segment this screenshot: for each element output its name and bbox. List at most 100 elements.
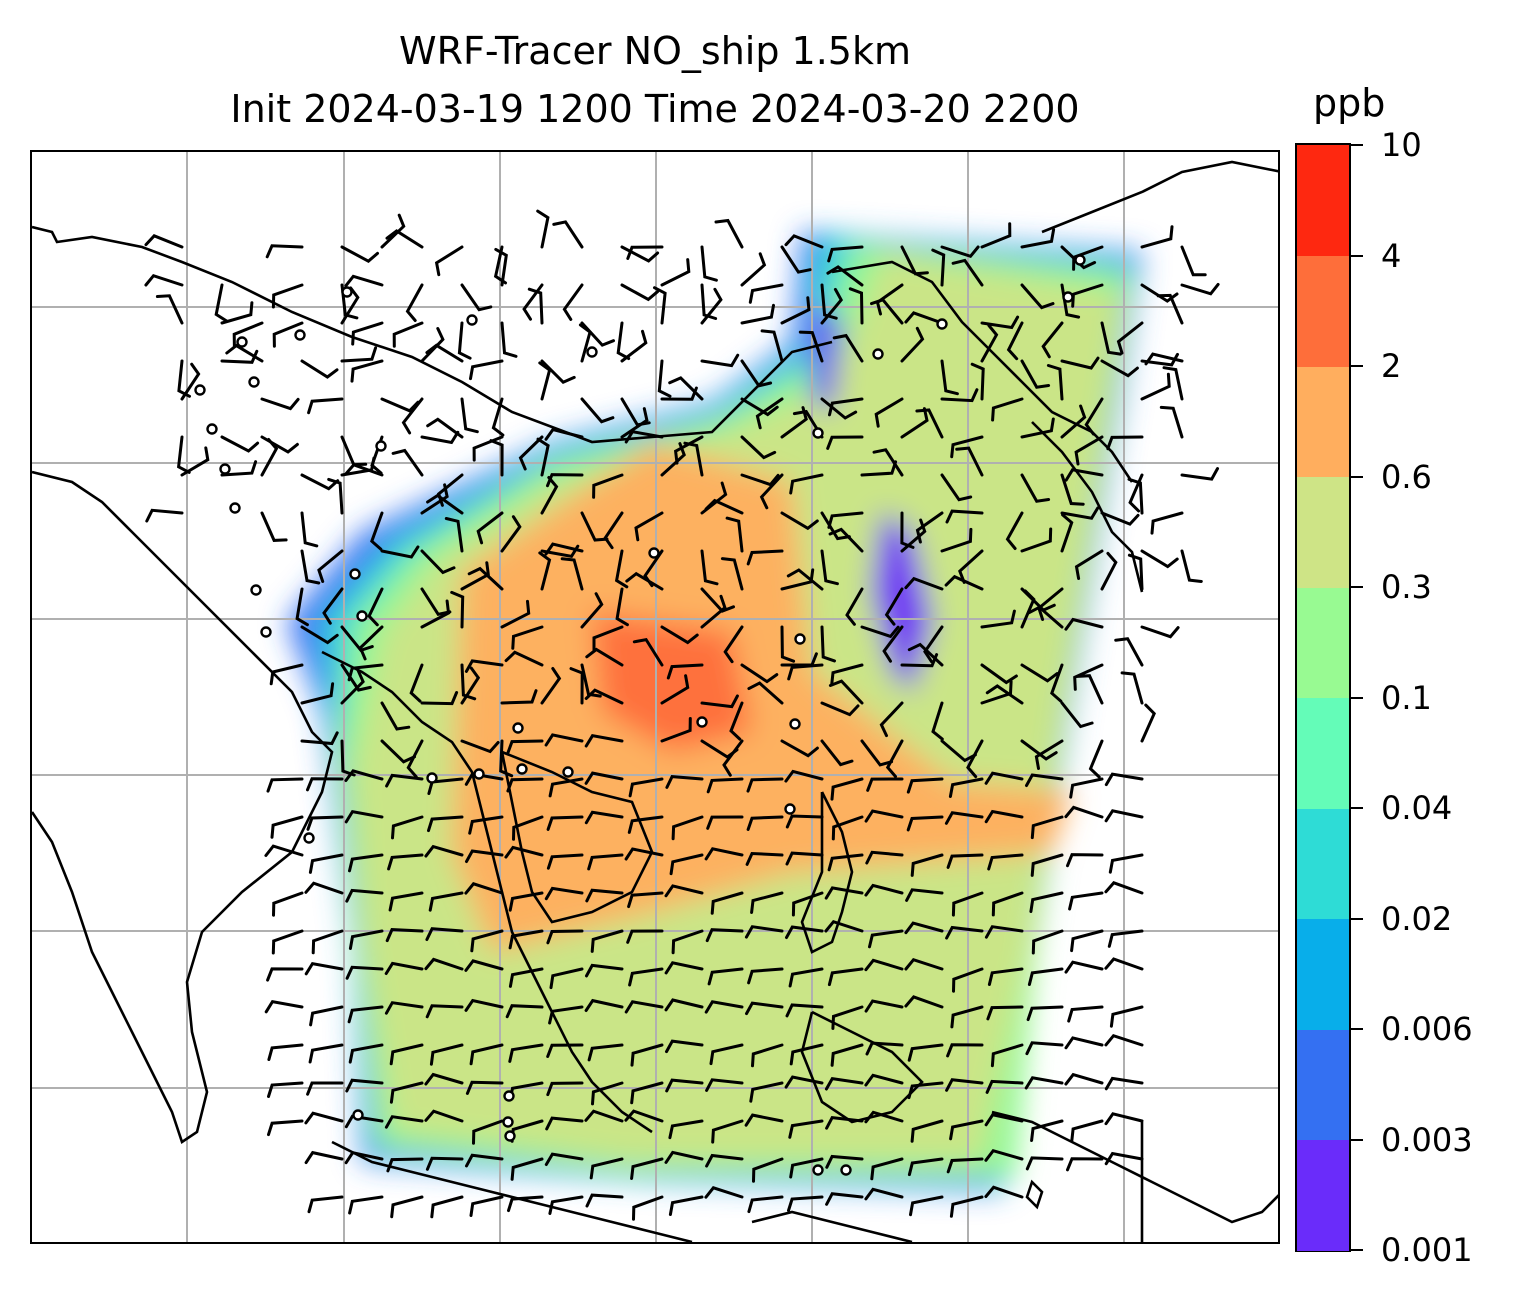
wind-barb — [787, 1195, 824, 1212]
wind-barb — [272, 321, 304, 348]
wind-barb — [345, 888, 384, 903]
wind-barb — [1140, 372, 1171, 401]
wind-barb — [144, 273, 184, 287]
wind-barb — [945, 925, 984, 940]
wind-barb — [906, 777, 944, 794]
wind-barb — [1020, 739, 1058, 761]
wind-barb — [469, 1043, 504, 1066]
wind-barb — [548, 1195, 584, 1215]
wind-barb — [984, 1148, 1024, 1162]
wind-barb — [700, 549, 719, 586]
wind-barb — [380, 213, 406, 249]
wind-barb — [1070, 929, 1104, 953]
colorbar-tick-label: 2 — [1381, 347, 1402, 385]
wind-barb — [729, 701, 744, 741]
wind-barb — [491, 397, 505, 437]
wind-barb — [587, 1043, 624, 1062]
wind-barb — [950, 1005, 984, 1029]
wind-barb — [1100, 359, 1139, 378]
wind-barb — [1144, 352, 1184, 366]
station-marker — [229, 502, 241, 514]
wind-barb — [704, 1186, 744, 1199]
wind-barb — [1076, 674, 1104, 705]
wind-barb — [348, 1195, 384, 1215]
wind-barb — [630, 1043, 664, 1067]
wind-barb — [620, 407, 649, 439]
wind-barb — [546, 815, 584, 831]
wind-barb — [584, 1109, 624, 1123]
wind-barb — [744, 925, 784, 939]
wind-barb — [308, 1043, 344, 1064]
wind-barb — [949, 1119, 984, 1141]
wind-barb — [1060, 356, 1100, 370]
wind-barb — [1060, 506, 1100, 520]
wind-barb — [915, 408, 944, 439]
wind-barb — [944, 811, 984, 825]
wind-barb — [1020, 473, 1051, 503]
wind-barb — [1106, 435, 1144, 451]
wind-barb — [864, 883, 904, 897]
wind-barb — [627, 891, 664, 909]
map-panel — [30, 150, 1280, 1244]
wind-barb — [420, 483, 449, 515]
wind-barb — [540, 476, 559, 515]
wind-barb — [864, 1187, 904, 1201]
wind-barb — [504, 845, 544, 859]
wind-barb — [266, 777, 304, 793]
colorbar-tick-label: 0.6 — [1381, 457, 1432, 496]
wind-barb — [220, 301, 254, 325]
wind-barb — [700, 353, 740, 368]
station-marker — [872, 348, 884, 360]
wind-barb — [980, 222, 1012, 249]
wind-barb — [464, 998, 504, 1012]
colorbar-segment — [1297, 1029, 1349, 1141]
wind-barb — [780, 511, 819, 531]
wind-barb — [429, 1043, 464, 1066]
wind-barb — [380, 701, 411, 731]
wind-barb — [700, 287, 723, 325]
wind-barb — [585, 963, 624, 978]
wind-barb — [1030, 853, 1064, 877]
wind-barb — [940, 739, 977, 763]
wind-barb — [1041, 321, 1064, 359]
station-marker — [812, 427, 824, 439]
wind-barb — [544, 427, 584, 441]
wind-barb — [785, 1003, 824, 1018]
wind-barb — [465, 1153, 504, 1168]
wind-barb — [984, 771, 1024, 785]
station-marker — [1062, 291, 1074, 303]
wind-barb — [616, 321, 631, 360]
wind-barb — [820, 549, 839, 586]
wind-barb — [426, 417, 464, 439]
wind-barb — [344, 809, 384, 824]
wind-barb — [295, 587, 309, 627]
wind-barb — [260, 438, 279, 477]
wind-barb — [1088, 739, 1104, 779]
wind-barb — [311, 929, 344, 955]
wind-barb — [980, 609, 1016, 629]
wind-barb — [380, 545, 420, 559]
wind-barb — [668, 376, 704, 401]
wind-barb — [401, 397, 424, 435]
wind-barb — [518, 435, 544, 471]
colorbar-tick-mark — [1351, 254, 1363, 257]
wind-barb — [751, 1043, 784, 1068]
wind-barb — [300, 473, 340, 491]
wind-barb — [444, 517, 464, 553]
wind-barb — [624, 430, 664, 444]
colorbar-segment — [1297, 366, 1349, 478]
wind-barb — [624, 1000, 664, 1014]
wind-barb — [476, 511, 504, 545]
wind-barb — [784, 1075, 824, 1089]
wind-barb — [831, 1005, 864, 1030]
wind-barb — [1050, 663, 1064, 703]
wind-barb — [722, 739, 744, 777]
wind-barb — [952, 967, 984, 993]
wind-barb — [220, 435, 260, 453]
wind-barb — [220, 349, 259, 364]
wind-barb — [584, 771, 624, 785]
wind-barb — [1072, 245, 1104, 271]
wind-barb — [740, 397, 779, 417]
wind-barb — [900, 518, 927, 553]
wind-barb — [1120, 671, 1144, 705]
